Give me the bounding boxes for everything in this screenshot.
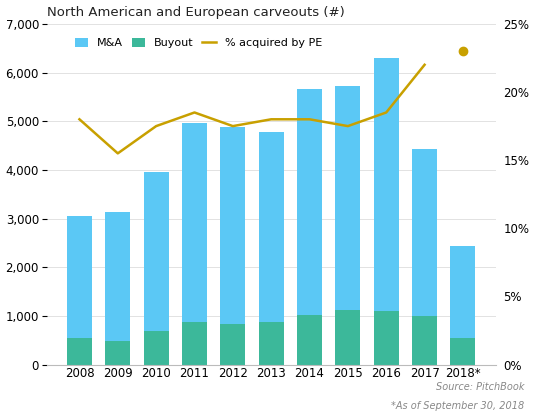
Bar — [297, 315, 322, 365]
Text: North American and European carveouts (#): North American and European carveouts (#… — [47, 5, 345, 19]
Bar — [105, 341, 130, 365]
Bar — [412, 316, 437, 365]
Bar — [67, 216, 92, 338]
Bar — [182, 322, 207, 365]
Bar — [374, 311, 399, 365]
Bar — [374, 58, 399, 311]
Bar — [335, 310, 361, 365]
Legend: M&A, Buyout, % acquired by PE: M&A, Buyout, % acquired by PE — [74, 38, 322, 49]
Bar — [259, 322, 284, 365]
Bar — [412, 149, 437, 316]
Bar — [297, 89, 322, 315]
Bar — [67, 338, 92, 365]
Bar — [220, 127, 246, 324]
Bar — [450, 246, 476, 338]
Bar — [220, 324, 246, 365]
Bar — [450, 338, 476, 365]
Bar — [144, 172, 169, 330]
Bar — [105, 212, 130, 341]
Bar — [335, 86, 361, 310]
Text: *As of September 30, 2018: *As of September 30, 2018 — [391, 401, 524, 411]
Bar — [182, 123, 207, 322]
Text: Source: PitchBook: Source: PitchBook — [436, 382, 524, 392]
Bar — [259, 132, 284, 322]
Bar — [144, 330, 169, 365]
